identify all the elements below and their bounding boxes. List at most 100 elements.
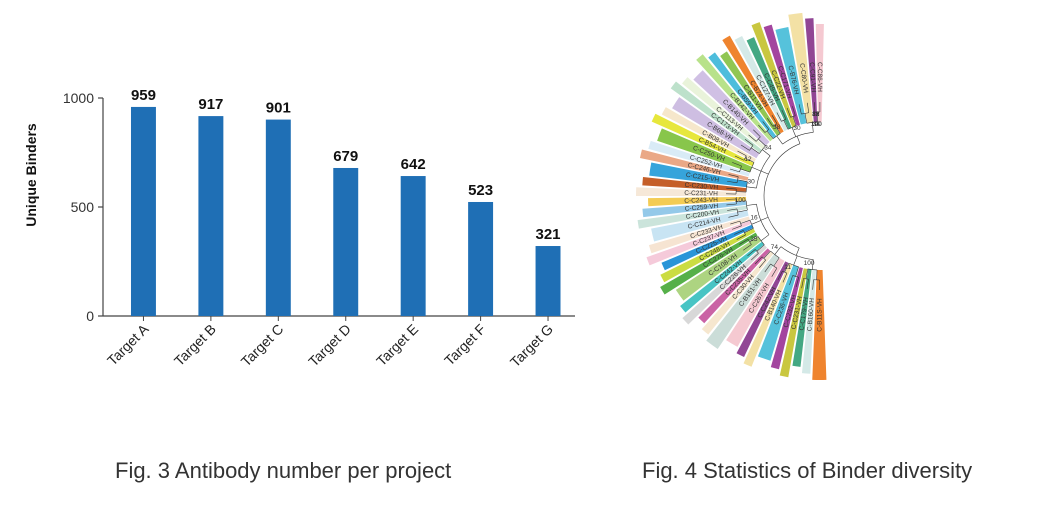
category-labels: Target A Target B Target C Target D Target E…	[104, 320, 556, 370]
node-value-label: 74	[771, 244, 779, 251]
branch-stem	[784, 262, 790, 273]
branch-stem	[744, 228, 754, 233]
node-value-label: 25	[750, 236, 758, 243]
branch-stem	[804, 113, 808, 124]
branch-tip	[776, 112, 782, 122]
y-tick-label: 1000	[63, 90, 94, 106]
branch-stem	[737, 179, 748, 182]
leaf-label: C-C230-VH	[684, 182, 718, 192]
branch-tip	[744, 139, 754, 146]
branch-stem	[783, 120, 789, 130]
branch-arc	[770, 263, 778, 269]
figure-3-caption: Fig. 3 Antibody number per project	[115, 458, 452, 483]
branch-tip	[764, 263, 771, 273]
branch-stem	[760, 216, 769, 221]
branch-tip	[771, 267, 778, 277]
leaf-sector	[751, 22, 796, 128]
branch-arc	[761, 256, 766, 261]
branch-tip	[726, 187, 737, 190]
leaf-sector	[642, 177, 747, 192]
branch-stem	[795, 266, 799, 277]
branch-tip	[771, 115, 778, 124]
leaf-sector	[672, 97, 760, 159]
tree-branches	[726, 101, 821, 291]
branch-stem	[796, 136, 801, 144]
leaf-label: C-C179-VH	[798, 297, 810, 332]
branch-tip	[807, 102, 810, 113]
x-tick-label: Target A	[104, 320, 152, 368]
leaf-sector	[661, 107, 756, 163]
branch-tip	[747, 249, 756, 257]
x-tick-label: Target G	[507, 321, 556, 370]
leaf-sector	[693, 70, 770, 146]
node-value-label: 12	[744, 156, 752, 163]
leaf-sector	[701, 251, 774, 335]
node-value-label: 100	[811, 121, 822, 128]
branch-arc	[757, 236, 765, 245]
branch-arc	[745, 200, 748, 211]
bar-value-label: 642	[401, 156, 426, 173]
branch-tip	[729, 168, 740, 173]
leaf-sector	[779, 268, 808, 378]
y-axis: 0 500 1000	[63, 90, 104, 324]
bar	[265, 119, 291, 316]
node-value-label: 100	[804, 260, 815, 267]
branch-tip	[753, 129, 761, 138]
x-tick-label: Target D	[305, 321, 354, 370]
bar-value-label: 679	[333, 148, 358, 165]
leaf-sector	[682, 245, 768, 325]
circular-dendrogram: C-B11S-VHC-B160-VHC-C179-VHC-C231-VHC-C2…	[636, 12, 850, 381]
leaf-sector	[763, 24, 800, 126]
y-tick-label: 0	[86, 308, 94, 324]
branch-tip	[734, 230, 744, 235]
branch-arc	[749, 162, 755, 173]
branch-tip	[795, 277, 799, 288]
node-value-label: 16	[750, 214, 758, 221]
branch-stem	[751, 166, 762, 172]
branch-tip	[812, 279, 814, 290]
branch-stem	[774, 124, 781, 134]
leaf-sector	[682, 77, 765, 150]
branch-arc	[736, 208, 739, 216]
branch-stem	[751, 220, 761, 225]
branch-tip	[736, 234, 746, 240]
branch-stem	[792, 116, 797, 127]
leaf-sector	[651, 210, 749, 242]
node-value-label: 38	[813, 121, 821, 128]
leaf-sectors	[636, 12, 850, 381]
branch-tip	[732, 162, 742, 167]
branch-stem	[760, 234, 770, 241]
branch-arc	[756, 155, 771, 189]
branch-stem	[746, 186, 757, 189]
leaf-sector	[815, 23, 824, 123]
leaf-label: C-C80-VH	[798, 63, 809, 94]
leaf-sector	[722, 35, 784, 134]
branch-tip	[767, 118, 774, 127]
bar-value-label: 901	[266, 100, 291, 117]
x-tick-label: Target B	[171, 321, 219, 369]
branch-tip	[758, 124, 766, 133]
branch-tip	[734, 155, 745, 161]
branch-stem	[791, 127, 797, 137]
bar-value-labels: 959 917 901 679 642 523 321	[131, 87, 561, 243]
figure-4-caption: Fig. 4 Statistics of Binder diversity	[642, 458, 973, 483]
branch-tip	[786, 107, 791, 118]
branch-stem	[749, 236, 759, 243]
node-value-label: 30	[747, 179, 755, 186]
node-value-label: 30	[793, 125, 801, 132]
leaf-label: C-C231-VH	[684, 190, 718, 198]
leaf-sector	[805, 18, 818, 123]
branch-tip	[754, 256, 763, 265]
branch-stem	[773, 257, 780, 267]
leaf-sector	[680, 241, 765, 313]
branch-tip	[748, 134, 757, 142]
branch-stem	[746, 203, 757, 206]
branch-stem	[737, 209, 748, 213]
leaf-sector	[743, 263, 793, 367]
branch-arc	[801, 112, 809, 115]
leaf-sector	[775, 26, 807, 125]
branch-tip	[789, 275, 794, 286]
branch-stem	[740, 168, 751, 173]
branch-tip	[732, 225, 742, 230]
